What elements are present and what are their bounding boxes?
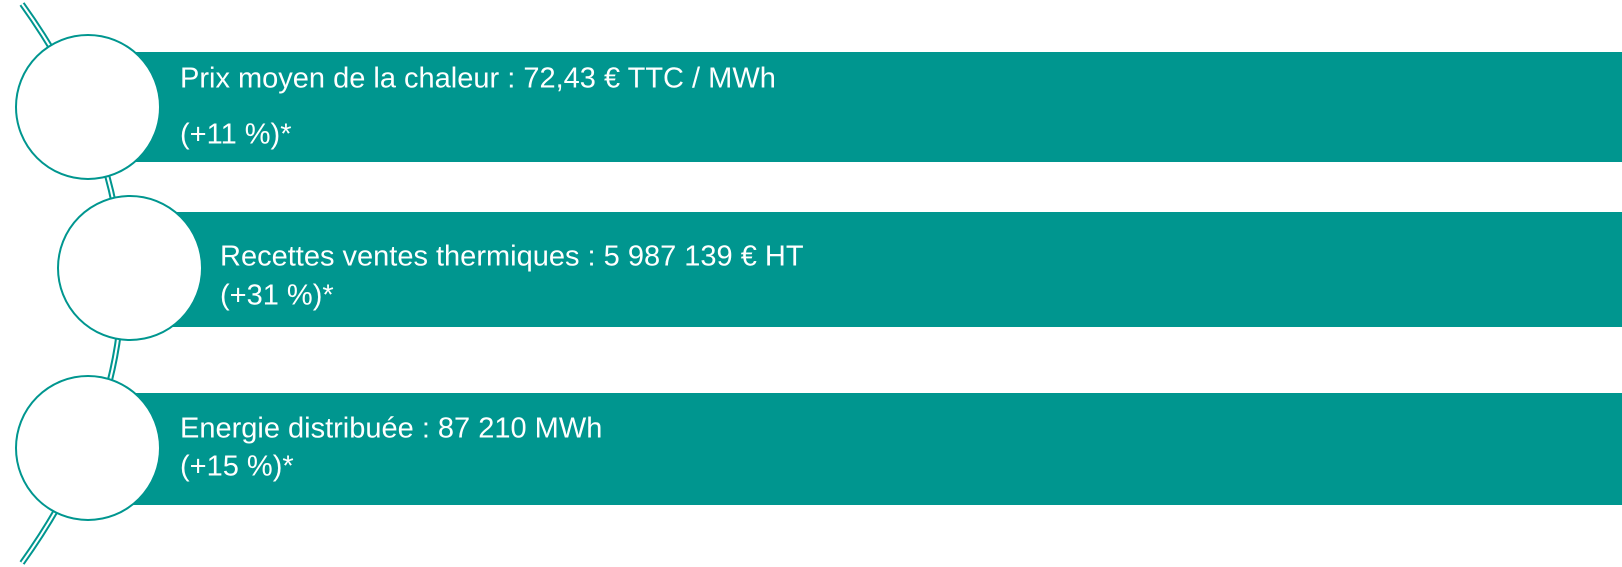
item-circle bbox=[57, 195, 203, 341]
item-subtext: (+31 %)* bbox=[220, 280, 334, 312]
item-bar bbox=[125, 212, 1622, 327]
item-subtext: (+11 %)* bbox=[180, 119, 291, 151]
item-bar bbox=[88, 393, 1622, 505]
item-text: Recettes ventes thermiques : 5 987 139 €… bbox=[220, 241, 804, 273]
item-subtext: (+15 %)* bbox=[180, 451, 294, 483]
item-text: Energie distribuée : 87 210 MWh bbox=[180, 413, 602, 445]
item-bar bbox=[88, 52, 1622, 162]
item-circle bbox=[15, 375, 161, 521]
item-circle bbox=[15, 34, 161, 180]
item-text: Prix moyen de la chaleur : 72,43 € TTC /… bbox=[180, 63, 776, 95]
